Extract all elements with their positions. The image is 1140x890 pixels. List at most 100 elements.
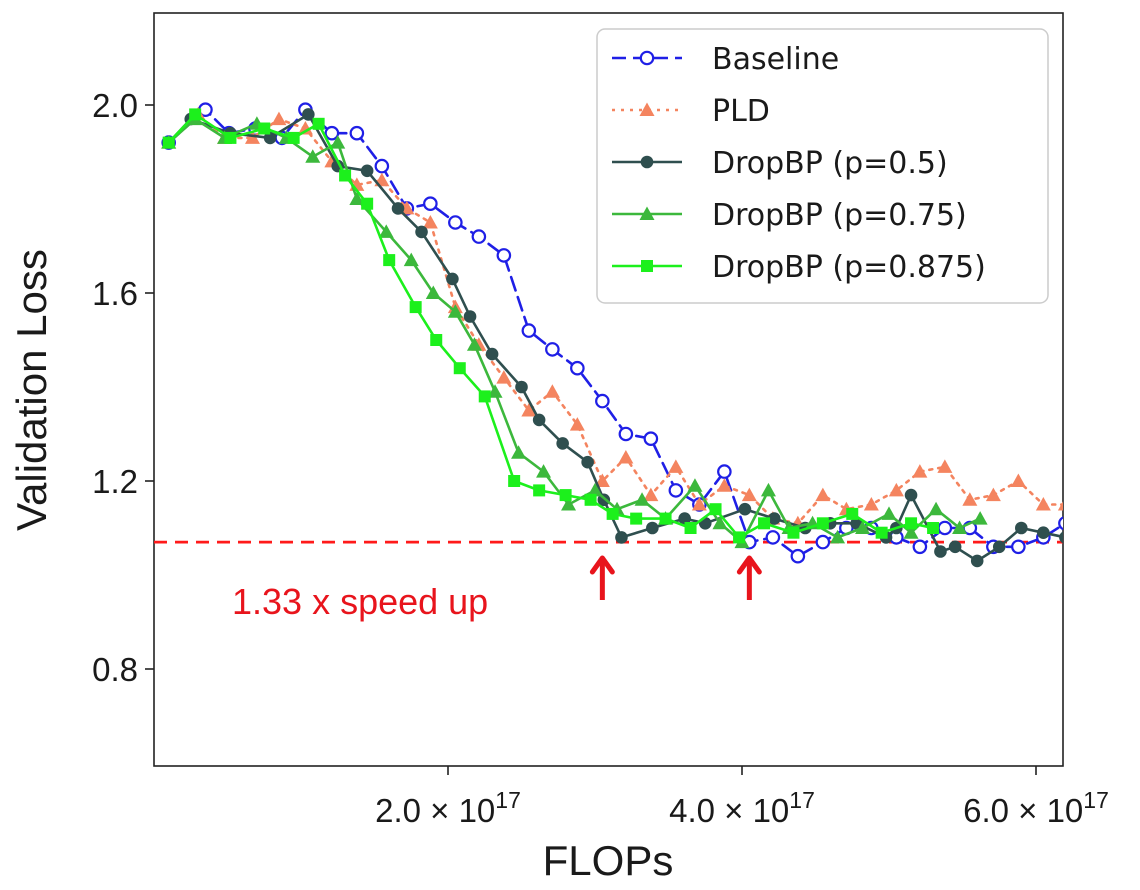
data-point [1010,473,1026,487]
data-point [985,487,1001,502]
x-axis-ticks: 2.0 × 1017 4.0 × 1017 6.0 × 1017 [375,766,1109,829]
data-point [569,417,585,431]
legend-entry: DropBP (p=0.5) [612,146,948,181]
data-point [521,403,537,417]
data-point [521,323,537,338]
data-point [903,525,919,539]
data-point [992,540,1006,554]
data-point [496,248,512,263]
data-point [937,520,953,536]
data-point [532,413,546,427]
data-point [511,445,527,459]
data-point [466,337,482,351]
y-tick-label: 2.0 [92,87,138,124]
data-point [330,135,346,149]
data-point [587,482,603,497]
data-point [471,229,487,244]
data-point [485,347,499,361]
data-point [339,169,352,182]
data-point [403,252,419,267]
data-point [760,482,776,497]
legend: Baseline PLD DropBP (p=0.5) DropBP (p=0.75)… [596,28,1049,304]
data-point [716,478,732,492]
data-point [162,136,175,149]
data-point [912,464,928,478]
data-point [1059,531,1063,544]
data-point [881,506,897,520]
y-tick-label: 0.8 [92,651,138,688]
legend-box [596,28,1049,304]
data-point [768,512,781,525]
data-point [668,459,684,473]
legend-entry: DropBP (p=0.75) [612,198,967,233]
x-tick-label: 6.0 × 1017 [963,787,1109,829]
data-point [536,464,552,478]
data-point [787,526,800,539]
data-point [374,158,390,174]
legend-marker [639,102,655,116]
data-point [668,483,684,498]
data-point [948,540,962,554]
plot-frame [153,12,1064,767]
data-point [391,202,405,215]
series-dropbp-p-0-875 [162,108,940,544]
data-point [544,384,560,398]
data-point [741,487,757,502]
data-point [515,380,528,394]
data-point [487,384,503,398]
data-point [733,531,746,544]
data-point [815,534,831,550]
speedup-arrow [589,555,615,600]
series-pld [161,106,1063,530]
data-point [888,482,904,497]
data-point [224,131,237,144]
data-point [815,487,831,502]
x-tick-label: 2.0 × 1017 [375,787,521,829]
data-point [422,215,438,229]
data-point [717,464,732,479]
data-point [189,108,202,121]
data-point [646,521,659,535]
y-axis-ticks: 0.8 1.2 1.6 2.0 [92,87,154,688]
speedup-arrow [736,555,762,600]
legend-label: Baseline [712,42,839,77]
data-point [618,426,634,442]
data-point [606,507,619,520]
data-point [415,225,428,239]
data-point [409,301,422,314]
data-point [659,512,672,525]
data-point [559,489,572,502]
data-point [1058,516,1063,531]
data-point [423,196,438,211]
data-point [709,503,722,516]
data-point [952,520,968,534]
data-point [765,530,781,545]
legend-label: PLD [712,94,770,129]
data-point [855,520,871,534]
data-point [684,522,697,534]
data-point [758,517,771,530]
data-point [361,197,374,210]
data-point [937,459,953,473]
data-point [875,526,888,539]
legend-entry: DropBP (p=0.875) [612,250,986,285]
data-point [584,493,597,506]
series-layer [161,102,1063,568]
data-point [1037,526,1050,540]
data-point [712,515,728,530]
data-point [271,111,287,126]
data-point [615,531,628,544]
data-point [430,334,443,346]
data-point [448,215,463,230]
x-tick-label: 4.0 × 1017 [669,787,815,829]
data-point [618,450,634,464]
data-point [1011,539,1026,555]
data-point [630,512,643,525]
data-point [972,511,988,525]
legend-label: DropBP (p=0.75) [712,198,967,233]
legend-marker [639,50,655,66]
data-point [643,487,659,502]
data-point [912,539,928,555]
data-point [928,501,944,516]
